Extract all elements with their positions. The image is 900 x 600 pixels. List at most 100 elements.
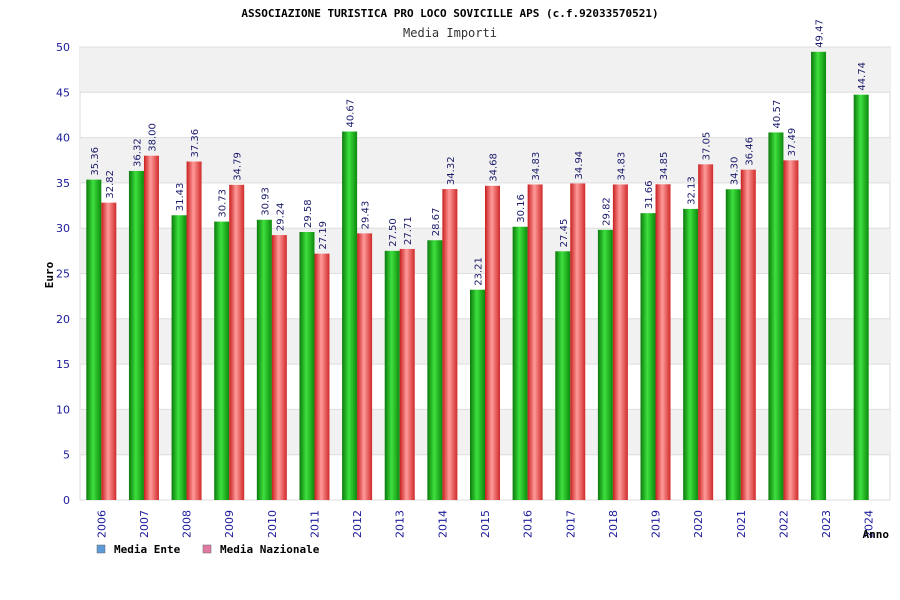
value-label: 34.85 <box>659 152 670 181</box>
bar-media-nazionale <box>655 184 671 500</box>
value-label: 44.74 <box>857 62 868 91</box>
bar-media-nazionale <box>186 161 202 500</box>
x-tick-label: 2021 <box>735 510 748 538</box>
y-tick-label: 45 <box>56 86 70 99</box>
bar-media-ente <box>725 189 741 500</box>
x-tick-label: 2020 <box>692 510 705 538</box>
x-tick-label: 2007 <box>138 510 151 538</box>
bar-media-ente <box>342 131 358 501</box>
chart-subtitle: Media Importi <box>403 26 497 40</box>
chart-title: ASSOCIAZIONE TURISTICA PRO LOCO SOVICILL… <box>241 7 658 20</box>
x-tick-label: 2006 <box>95 510 108 538</box>
value-label: 31.66 <box>644 181 655 210</box>
value-label: 37.36 <box>190 129 201 158</box>
x-tick-label: 2012 <box>351 510 364 538</box>
value-label: 32.13 <box>687 176 698 205</box>
x-tick-label: 2011 <box>308 510 321 538</box>
value-label: 32.82 <box>105 170 116 199</box>
bar-media-ente <box>512 226 528 500</box>
legend-label: Media Nazionale <box>220 543 320 556</box>
value-label: 40.67 <box>346 99 357 128</box>
y-axis-label: Euro <box>43 261 56 288</box>
bar-media-nazionale <box>314 253 330 500</box>
bar-media-ente <box>640 213 656 500</box>
x-tick-label: 2014 <box>436 510 449 538</box>
value-label: 30.93 <box>260 187 271 216</box>
value-labels: 35.36 32.82 36.32 38.00 31.43 37.36 30.73 34.79… <box>90 19 868 286</box>
bar-media-nazionale <box>143 155 159 500</box>
bar-media-ente <box>555 251 571 500</box>
value-label: 29.82 <box>601 197 612 226</box>
bar-media-nazionale <box>485 185 500 500</box>
legend-swatch <box>202 544 212 554</box>
x-axis-label: Anno <box>863 528 890 541</box>
x-tick-label: 2010 <box>266 510 279 538</box>
value-label: 30.73 <box>218 189 229 218</box>
x-tick-label: 2024 <box>863 510 876 538</box>
bar-media-ente <box>384 250 400 500</box>
y-tick-label: 30 <box>56 222 70 235</box>
value-label: 27.71 <box>403 216 414 245</box>
y-tick-label: 20 <box>56 313 70 326</box>
bar-media-ente <box>853 94 869 500</box>
x-tick-label: 2013 <box>394 510 407 538</box>
value-label: 27.45 <box>559 219 570 248</box>
bar-media-ente <box>128 170 144 500</box>
value-label: 28.67 <box>431 208 442 237</box>
y-tick-label: 35 <box>56 177 70 190</box>
plot-band <box>80 47 890 93</box>
x-axis-ticks: 2006 2007 2008 2009 2010 2011 2012 2013 2014 2015… <box>95 510 875 538</box>
value-label: 27.50 <box>388 218 399 247</box>
y-tick-label: 0 <box>63 494 70 507</box>
value-label: 49.47 <box>815 19 826 48</box>
value-label: 35.36 <box>90 147 101 176</box>
value-label: 34.94 <box>574 151 585 180</box>
bar-media-nazionale <box>740 169 756 500</box>
bar-media-ente <box>299 232 315 501</box>
x-tick-label: 2018 <box>607 510 620 538</box>
bar-media-nazionale <box>357 233 373 500</box>
y-tick-label: 5 <box>63 449 70 462</box>
bar-media-nazionale <box>101 202 117 500</box>
bar-media-nazionale <box>399 248 415 500</box>
value-label: 30.16 <box>516 194 527 223</box>
value-label: 31.43 <box>175 183 186 212</box>
bar-media-ente <box>427 240 443 500</box>
y-tick-label: 25 <box>56 268 70 281</box>
value-label: 29.24 <box>275 202 286 231</box>
bar-media-ente <box>256 219 272 500</box>
y-tick-label: 10 <box>56 403 70 416</box>
value-label: 27.19 <box>318 221 329 250</box>
x-tick-label: 2017 <box>564 510 577 538</box>
x-tick-label: 2023 <box>820 510 833 538</box>
bar-media-nazionale <box>442 189 458 501</box>
bar-media-ente <box>171 215 187 500</box>
value-label: 34.32 <box>446 156 457 185</box>
value-label: 29.43 <box>361 201 372 230</box>
bar-media-nazionale <box>229 184 245 500</box>
y-tick-label: 40 <box>56 132 70 145</box>
x-tick-label: 2019 <box>650 510 663 538</box>
x-tick-label: 2015 <box>479 510 492 538</box>
bar-media-ente <box>811 51 827 501</box>
bar-media-nazionale <box>271 235 287 500</box>
bar-media-ente <box>470 289 485 500</box>
value-label: 40.57 <box>772 100 783 129</box>
y-tick-label: 50 <box>56 41 70 54</box>
value-label: 34.83 <box>616 152 627 181</box>
value-label: 34.83 <box>531 152 542 181</box>
x-tick-label: 2022 <box>777 510 790 538</box>
x-tick-label: 2008 <box>181 510 194 538</box>
x-tick-label: 2009 <box>223 510 236 538</box>
bar-media-nazionale <box>698 164 714 500</box>
y-axis-ticks: 0 5 10 15 20 25 30 35 40 45 50 <box>56 41 70 507</box>
value-label: 37.05 <box>702 132 713 161</box>
bar-media-nazionale <box>783 160 799 500</box>
bar-media-ente <box>768 132 784 501</box>
bar-media-ente <box>683 208 699 500</box>
value-label: 38.00 <box>147 123 158 152</box>
legend-swatch <box>96 544 106 554</box>
bar-media-nazionale <box>527 184 543 501</box>
bar-media-nazionale <box>570 183 586 500</box>
